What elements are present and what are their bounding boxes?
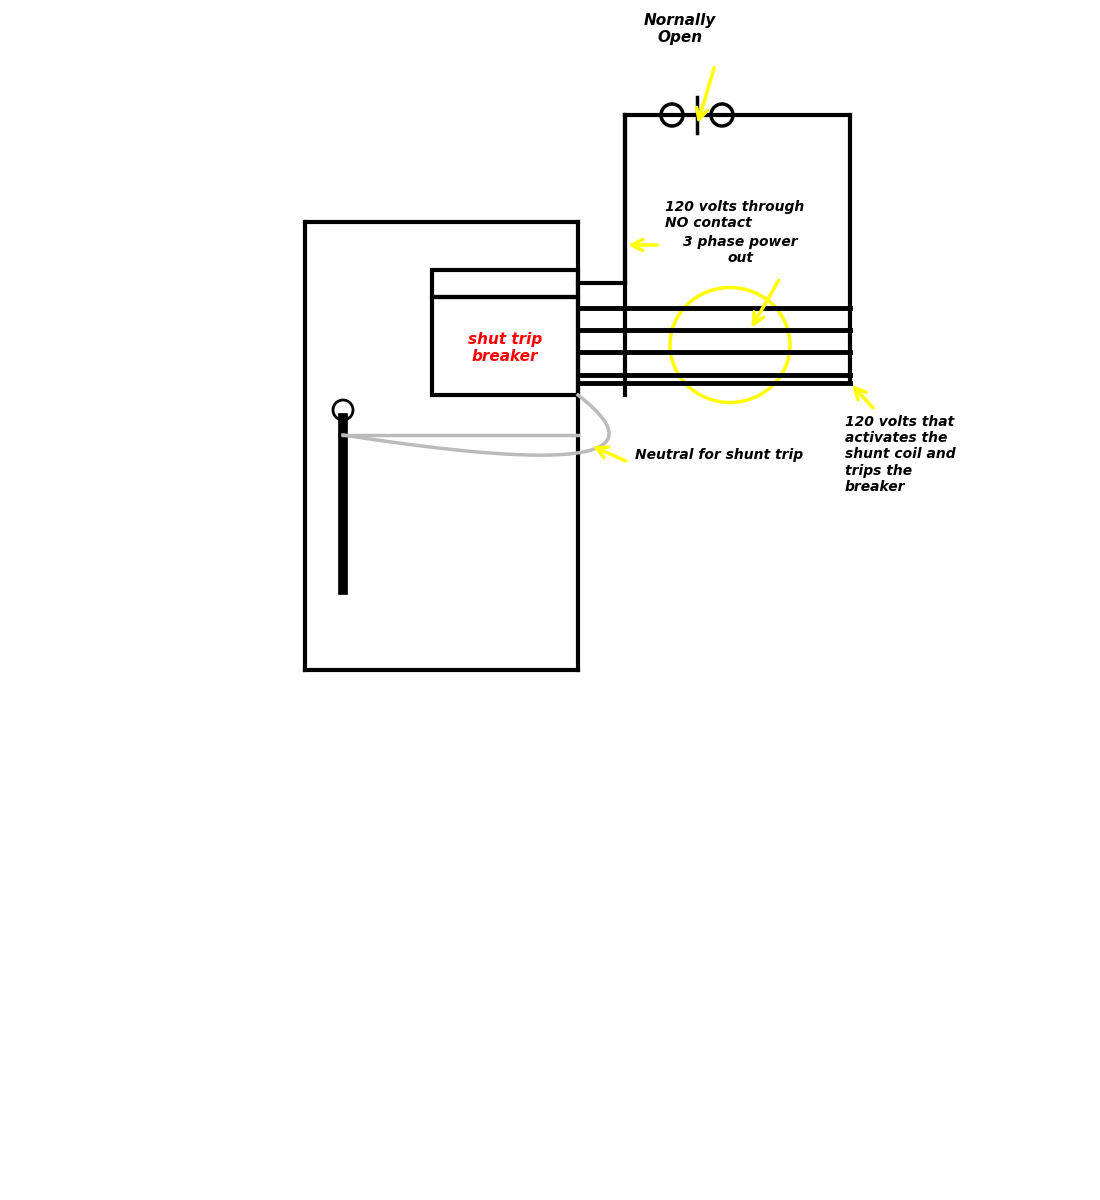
Text: 120 volts through
NO contact: 120 volts through NO contact: [666, 200, 804, 230]
Text: 120 volts that
activates the
shunt coil and
trips the
breaker: 120 volts that activates the shunt coil …: [845, 415, 956, 494]
Bar: [432, 296, 578, 395]
Text: shut trip
breaker: shut trip breaker: [468, 331, 542, 365]
Text: 3 phase power
out: 3 phase power out: [683, 235, 798, 265]
Bar: [432, 270, 578, 296]
Text: Neutral for shunt trip: Neutral for shunt trip: [635, 448, 803, 462]
Text: Nornally
Open: Nornally Open: [644, 12, 716, 44]
